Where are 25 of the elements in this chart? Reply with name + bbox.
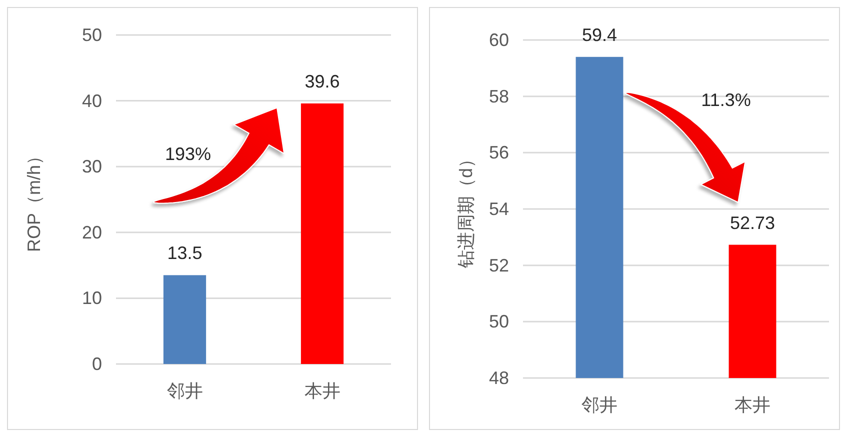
y-tick-label: 50: [488, 312, 509, 332]
y-tick-label: 54: [488, 199, 509, 219]
y-axis-title: ROP（m/h）: [24, 146, 44, 252]
y-tick-label: 0: [92, 354, 102, 374]
annotation: 11.3%: [701, 90, 751, 110]
y-tick-label: 60: [488, 30, 509, 50]
x-tick-label: 本井: [734, 395, 770, 415]
x-tick-label: 本井: [304, 381, 340, 401]
data-label: 52.73: [730, 212, 776, 233]
data-label: 59.4: [582, 24, 618, 45]
y-axis-title: 钻进周期（d）: [456, 150, 476, 270]
annotation: 193%: [164, 144, 212, 164]
y-tick-label: 56: [488, 142, 509, 163]
data-label: 13.5: [167, 243, 202, 264]
y-tick-label: 40: [82, 90, 102, 111]
x-tick-label: 邻井: [582, 395, 618, 415]
y-tick-label: 52: [488, 255, 509, 276]
y-tick-label: 58: [488, 86, 509, 106]
y-tick-label: 50: [82, 25, 102, 45]
data-label: 39.6: [304, 71, 340, 92]
y-tick-label: 30: [82, 156, 102, 177]
y-tick-label: 48: [488, 368, 509, 388]
x-tick-label: 邻井: [166, 381, 203, 401]
y-tick-label: 20: [82, 222, 102, 242]
y-tick-label: 10: [82, 288, 102, 308]
